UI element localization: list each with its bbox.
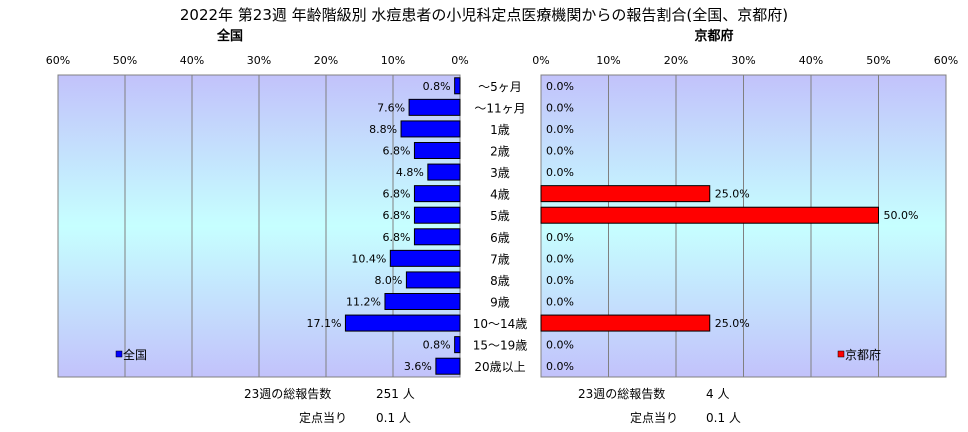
national-value-labels: 0.8% 7.6% 8.8% 6.8% 4.8% 6.8% 6.8% 6.8% 10.4% 8.0… — [306, 80, 450, 373]
kyoto-tick-label: 60% — [934, 54, 958, 67]
national-value-label: 4.8% — [396, 166, 424, 179]
national-value-label: 0.8% — [423, 339, 451, 352]
national-value-label: 6.8% — [382, 145, 410, 158]
category-label: 4歳 — [490, 188, 510, 202]
kyoto-value-label: 0.0% — [546, 80, 574, 93]
category-label: 3歳 — [490, 166, 510, 180]
kyoto-legend-label: 京都府 — [845, 347, 881, 362]
national-bar — [389, 249, 461, 267]
national-bar — [435, 357, 461, 375]
national-bar — [408, 98, 461, 116]
kyoto-value-label: 0.0% — [546, 145, 574, 158]
category-label: 15～19歳 — [473, 339, 528, 353]
kyoto-total-value: 4 人 — [706, 387, 729, 401]
national-value-label: 6.8% — [382, 231, 410, 244]
kyoto-value-label: 0.0% — [546, 101, 574, 114]
kyoto-value-label: 0.0% — [546, 252, 574, 265]
national-bar — [454, 77, 461, 95]
category-labels: ～5ヶ月 ～11ヶ月 1歳 2歳 3歳 4歳 5歳 6歳 7歳 8歳 9歳 10～14歳 15～19歳 2… — [473, 80, 528, 374]
national-value-label: 6.8% — [382, 209, 410, 222]
national-value-label: 6.8% — [382, 188, 410, 201]
kyoto-value-label: 0.0% — [546, 296, 574, 309]
national-tick-labels: 60% 50% 40% 30% 20% 10% 0% — [46, 54, 469, 67]
national-tick-label: 40% — [180, 54, 204, 67]
kyoto-legend-swatch — [837, 350, 845, 358]
national-legend-swatch — [115, 350, 123, 358]
kyoto-value-label: 25.0% — [715, 188, 750, 201]
national-tick-label: 20% — [314, 54, 338, 67]
national-tick-label: 60% — [46, 54, 70, 67]
kyoto-value-label: 0.0% — [546, 339, 574, 352]
national-value-label: 8.8% — [369, 123, 397, 136]
kyoto-panel-title: 京都府 — [694, 28, 733, 44]
kyoto-bar — [540, 314, 711, 332]
national-tick-label: 50% — [113, 54, 137, 67]
national-per-value: 0.1 人 — [376, 411, 411, 425]
kyoto-per-value: 0.1 人 — [706, 411, 741, 425]
national-bar — [454, 336, 461, 354]
national-panel-title: 全国 — [216, 28, 243, 44]
kyoto-tick-label: 10% — [596, 54, 620, 67]
kyoto-tick-labels: 0% 10% 20% 30% 40% 50% 60% — [532, 54, 958, 67]
kyoto-value-label: 0.0% — [546, 166, 574, 179]
kyoto-tick-label: 50% — [866, 54, 890, 67]
kyoto-value-label: 0.0% — [546, 123, 574, 136]
national-tick-label: 0% — [451, 54, 468, 67]
kyoto-value-labels: 0.0% 0.0% 0.0% 0.0% 0.0% 25.0% 50.0% 0.0% 0.0% 0.… — [546, 80, 918, 373]
chart-title: 2022年 第23週 年齢階級別 水痘患者の小児科定点医療機関からの報告割合(全… — [180, 6, 788, 24]
kyoto-value-label: 0.0% — [546, 360, 574, 373]
national-bar — [384, 293, 461, 310]
national-value-label: 7.6% — [377, 101, 405, 114]
kyoto-total-label: 23週の総報告数 — [578, 386, 665, 401]
kyoto-tick-label: 40% — [799, 54, 823, 67]
national-per-label: 定点当り — [299, 410, 347, 425]
category-label: 6歳 — [490, 231, 510, 245]
category-label: 2歳 — [490, 145, 510, 159]
national-bar — [413, 228, 461, 246]
national-value-label: 17.1% — [306, 317, 341, 330]
national-total-value: 251 人 — [376, 387, 415, 401]
national-tick-label: 30% — [247, 54, 271, 67]
national-bar — [400, 120, 461, 138]
national-bar — [405, 271, 461, 289]
kyoto-bars — [540, 185, 879, 332]
kyoto-value-label: 0.0% — [546, 274, 574, 287]
national-tick-label: 10% — [381, 54, 405, 67]
category-label: ～5ヶ月 — [478, 80, 522, 94]
category-label: 5歳 — [490, 209, 510, 223]
national-total-label: 23週の総報告数 — [244, 386, 331, 401]
kyoto-value-label: 0.0% — [546, 231, 574, 244]
category-label: 10～14歳 — [473, 317, 528, 331]
national-value-label: 10.4% — [351, 252, 386, 265]
category-label: 8歳 — [490, 274, 510, 288]
kyoto-value-label: 25.0% — [715, 317, 750, 330]
category-label: 1歳 — [490, 123, 510, 137]
national-bar — [427, 163, 461, 181]
kyoto-per-label: 定点当り — [630, 410, 678, 425]
national-bar — [344, 314, 461, 332]
national-value-label: 3.6% — [404, 360, 432, 373]
kyoto-tick-label: 30% — [731, 54, 755, 67]
kyoto-tick-label: 0% — [532, 54, 549, 67]
category-label: ～11ヶ月 — [474, 101, 525, 115]
kyoto-tick-label: 20% — [664, 54, 688, 67]
kyoto-value-label: 50.0% — [884, 209, 919, 222]
kyoto-bar — [540, 206, 879, 224]
national-bar — [413, 206, 461, 224]
national-bar — [413, 142, 461, 159]
national-bars — [344, 77, 461, 375]
national-bar — [413, 185, 461, 203]
category-label: 20歳以上 — [474, 360, 525, 374]
category-label: 9歳 — [490, 296, 510, 310]
kyoto-bar — [540, 185, 711, 203]
national-value-label: 11.2% — [346, 296, 381, 309]
national-value-label: 0.8% — [423, 80, 451, 93]
category-label: 7歳 — [490, 252, 510, 266]
national-value-label: 8.0% — [374, 274, 402, 287]
national-legend-label: 全国 — [123, 347, 147, 362]
